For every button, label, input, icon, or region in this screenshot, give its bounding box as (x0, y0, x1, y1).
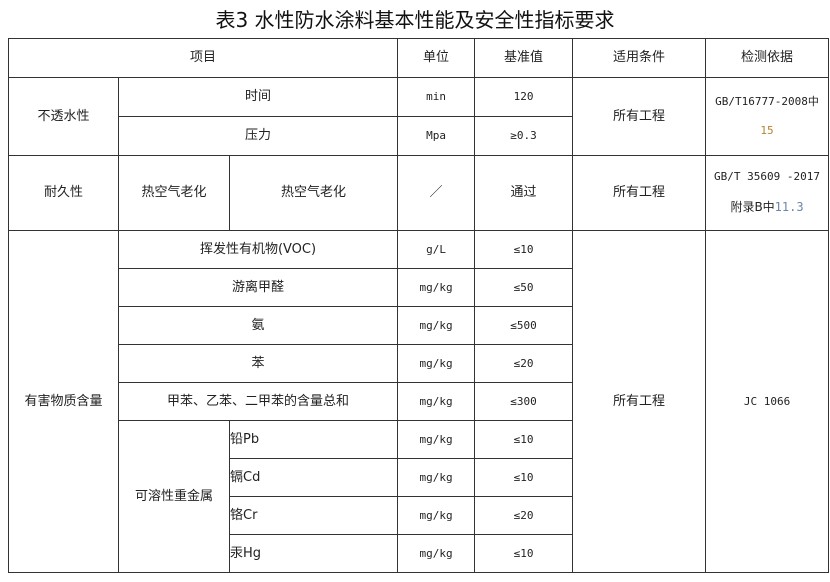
value-cell: ≥0.3 (474, 116, 574, 156)
header-item: 项目 (7, 38, 399, 78)
header-value: 基准值 (474, 38, 574, 78)
unit-cell: mg/kg (397, 268, 476, 307)
table-row: 不透水性 时间 min 120 所有工程 GB/T16777-2008中 15 (8, 77, 830, 156)
group-label: 不透水性 (8, 77, 119, 156)
unit-cell: mg/kg (397, 306, 476, 345)
unit-cell: ／ (397, 155, 476, 231)
basis-clause: 11.3 (774, 199, 804, 214)
item-name: 热空气老化 (228, 155, 399, 231)
item-name: 氨 (117, 306, 399, 345)
unit-cell: Mpa (397, 116, 476, 156)
value-cell: 120 (474, 77, 574, 117)
value-cell: ≤10 (474, 230, 574, 269)
unit-cell: mg/kg (397, 496, 476, 535)
unit-cell: mg/kg (397, 458, 476, 497)
item-name: 甲苯、乙苯、二甲苯的含量总和 (117, 382, 399, 421)
sub-group: 可溶性重金属 (118, 420, 230, 573)
table-row: 汞Hg mg/kg ≤10 (9, 534, 829, 573)
table-row: 可溶性重金属 铅Pb mg/kg ≤10 (9, 420, 829, 573)
table-row: 苯 mg/kg ≤20 (9, 344, 829, 383)
value-cell: ≤300 (474, 382, 574, 421)
table-row: 氨 mg/kg ≤500 (9, 306, 829, 345)
item-name: 铬Cr (228, 496, 399, 535)
header-basis: 检测依据 (705, 38, 830, 78)
item-name: 苯 (117, 344, 399, 383)
unit-cell: g/L (397, 230, 476, 269)
header-unit: 单位 (397, 38, 476, 78)
basis-text: GB/T 35609 -2017 (714, 170, 820, 184)
basis-cell: GB/T 35609 -2017 附录B中11.3 (705, 155, 830, 231)
sub-group: 热空气老化 (118, 155, 230, 231)
table-row: 有害物质含量 挥发性有机物(VOC) g/L ≤10 所有工程 JC 1066 (8, 230, 830, 573)
unit-cell: mg/kg (397, 420, 476, 459)
table-row: 铬Cr mg/kg ≤20 (9, 496, 829, 535)
value-cell: ≤20 (474, 344, 574, 383)
table-row: 甲苯、乙苯、二甲苯的含量总和 mg/kg ≤300 (9, 382, 829, 421)
item-name: 压力 (117, 116, 399, 156)
table-row: 耐久性 热空气老化 热空气老化 ／ 通过 所有工程 GB/T 35609 -20… (8, 155, 830, 231)
unit-cell: mg/kg (397, 382, 476, 421)
table-row: 压力 Mpa ≥0.3 (9, 116, 829, 156)
item-name: 游离甲醛 (117, 268, 399, 307)
unit-cell: mg/kg (397, 344, 476, 383)
value-cell: ≤10 (474, 458, 574, 497)
condition-cell: 所有工程 (572, 155, 707, 231)
table-row: 镉Cd mg/kg ≤10 (9, 458, 829, 497)
basis-cell: JC 1066 (705, 230, 830, 573)
table-row: 游离甲醛 mg/kg ≤50 (9, 268, 829, 307)
basis-appendix: 附录B中 (730, 199, 775, 214)
value-cell: ≤500 (474, 306, 574, 345)
item-name: 挥发性有机物(VOC) (117, 230, 399, 269)
item-name: 镉Cd (228, 458, 399, 497)
requirements-table: 项目 单位 基准值 适用条件 检测依据 不透水性 时间 min 120 所有工程… (7, 38, 830, 573)
header-row: 项目 单位 基准值 适用条件 检测依据 (7, 38, 830, 78)
group-label: 有害物质含量 (8, 230, 119, 573)
basis-cell: GB/T16777-2008中 15 (705, 77, 830, 156)
basis-clause: 15 (760, 123, 774, 137)
condition-cell: 所有工程 (572, 230, 707, 573)
header-condition: 适用条件 (572, 38, 707, 78)
basis-text: GB/T16777-2008中 (715, 94, 819, 108)
condition-cell: 所有工程 (572, 77, 707, 156)
table-title: 表3 水性防水涂料基本性能及安全性指标要求 (215, 8, 615, 32)
unit-cell: min (397, 77, 476, 117)
value-cell: ≤20 (474, 496, 574, 535)
group-label: 耐久性 (8, 155, 119, 231)
unit-cell: mg/kg (397, 534, 476, 573)
value-cell: ≤10 (474, 534, 574, 573)
value-cell: 通过 (474, 155, 574, 231)
item-name: 铅Pb (228, 420, 399, 459)
value-cell: ≤50 (474, 268, 574, 307)
value-cell: ≤10 (474, 420, 574, 459)
item-name: 汞Hg (228, 534, 399, 573)
item-name: 时间 (117, 77, 399, 117)
